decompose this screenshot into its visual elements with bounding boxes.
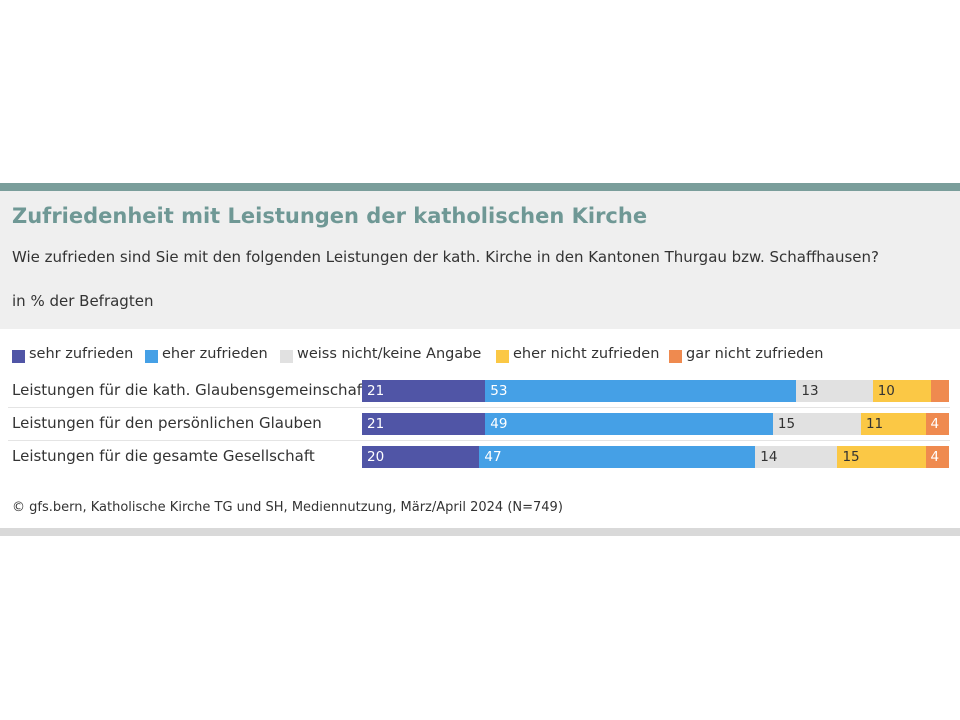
bar-segment [485, 380, 797, 402]
legend-swatch [496, 350, 509, 363]
bar-segment [860, 413, 926, 435]
legend-label: weiss nicht/keine Angabe [297, 346, 482, 362]
data-label: 11 [865, 416, 884, 432]
bar-segment [362, 380, 486, 402]
bar-segment [796, 380, 873, 402]
data-label: 21 [367, 383, 385, 399]
data-label: 15 [842, 449, 860, 465]
legend-label: eher zufrieden [162, 346, 268, 362]
legend-label: eher nicht zufrieden [513, 346, 660, 362]
bar-segment [837, 446, 926, 468]
source-note: © gfs.bern, Katholische Kirche TG und SH… [12, 500, 563, 515]
row-separator [8, 440, 950, 441]
unit-label: in % der Befragten [12, 292, 154, 310]
bar-segment [362, 446, 480, 468]
bar-segment [479, 446, 756, 468]
category-label: Leistungen für die gesamte Gesellschaft [12, 447, 315, 465]
row-separator [8, 407, 950, 408]
bar-segment [755, 446, 838, 468]
legend-swatch [145, 350, 158, 363]
data-label: 10 [877, 383, 895, 399]
data-label: 53 [490, 383, 508, 399]
bar-segment [362, 413, 486, 435]
bar-segment [931, 380, 949, 402]
chart-title: Zufriedenheit mit Leistungen der katholi… [12, 204, 648, 228]
legend-swatch [280, 350, 293, 363]
bar-segment [772, 413, 861, 435]
bar-segment [925, 446, 949, 468]
data-label: 14 [760, 449, 778, 465]
legend-label: sehr zufrieden [29, 346, 134, 362]
data-label: 15 [777, 416, 796, 432]
bar-segment [485, 413, 773, 435]
chart-header [0, 191, 960, 329]
data-label: 20 [367, 449, 385, 465]
category-label: Leistungen für die kath. Glaubensgemeins… [12, 381, 368, 399]
data-label: 4 [930, 416, 940, 432]
legend-swatch [12, 350, 25, 363]
data-label: 13 [801, 383, 819, 399]
data-label: 21 [367, 416, 385, 432]
category-label: Leistungen für den persönlichen Glauben [12, 414, 322, 432]
bar-segment [872, 380, 932, 402]
top-rule [0, 183, 960, 191]
data-label: 47 [484, 449, 502, 465]
bottom-rule [0, 528, 960, 536]
legend-label: gar nicht zufrieden [686, 346, 824, 362]
chart-subtitle: Wie zufrieden sind Sie mit den folgenden… [12, 248, 879, 266]
data-label: 4 [930, 449, 940, 465]
data-label: 49 [490, 416, 508, 432]
legend-swatch [669, 350, 682, 363]
bar-segment [925, 413, 949, 435]
